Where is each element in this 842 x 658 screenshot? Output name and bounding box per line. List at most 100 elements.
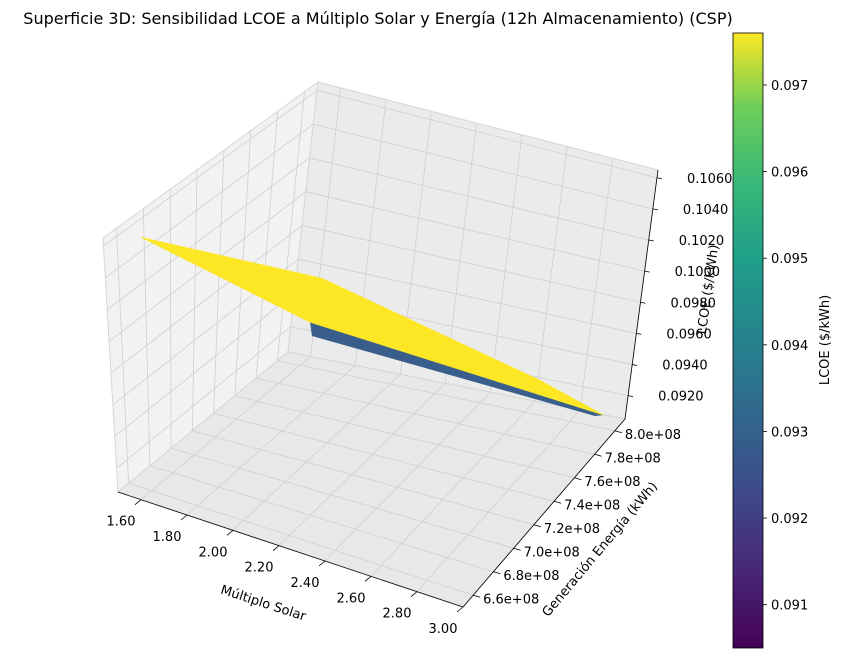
z-tick-label: 0.1040 [683, 203, 729, 218]
z-grid-left [105, 123, 314, 279]
z-tick-label: 0.0980 [670, 296, 716, 311]
y-tick-mark [473, 594, 481, 598]
y-axis-line [462, 418, 626, 608]
x-grid-floor [186, 365, 356, 516]
z-tick-mark [636, 333, 642, 335]
z-tick-label: 0.1060 [687, 172, 733, 187]
z-tick-label: 0.0940 [662, 359, 708, 374]
y-grid-left [142, 208, 151, 466]
colorbar-tick-label: 0.091 [771, 599, 808, 614]
z-grid-back [298, 258, 637, 334]
surface-edge [140, 236, 605, 416]
x-tick-label: 3.00 [429, 622, 458, 637]
x-tick-mark [410, 591, 418, 597]
y-tick-mark [614, 430, 622, 434]
y-grid-left [169, 189, 172, 449]
y-tick-mark [493, 571, 501, 575]
chart-title: Superficie 3D: Sensibilidad LCOE a Múlti… [23, 9, 732, 28]
y-tick-label: 7.2e+08 [544, 522, 600, 537]
y-grid-left [191, 169, 198, 431]
z-tick-label: 0.1020 [679, 234, 725, 249]
z-tick-mark [648, 239, 654, 242]
z-tick-label: 0.0960 [666, 327, 712, 342]
colorbar [732, 32, 764, 649]
x-tick-mark [180, 514, 188, 521]
z-tick-label: 0.0920 [658, 390, 704, 405]
y-grid-left [213, 150, 225, 414]
x-grid-floor [324, 391, 491, 562]
y-grid-floor [192, 430, 534, 526]
colorbar-label: LCOE ($/kWh) [818, 295, 833, 385]
x-tick-label: 1.60 [107, 515, 136, 530]
x-grid-back [534, 146, 568, 402]
y-tick-mark [574, 477, 582, 481]
z-grid-left [116, 326, 292, 469]
x-tick-label: 2.60 [337, 591, 366, 606]
x-grid-back [579, 158, 614, 411]
z-tick-label: 0.1000 [675, 265, 721, 280]
z-tick-mark [640, 301, 646, 304]
y-grid-floor [256, 377, 595, 455]
z-axis-label: LCOE ($/kWh) [695, 244, 722, 336]
z-grid-back [309, 157, 649, 241]
colorbar-tick-label: 0.096 [771, 166, 808, 181]
x-tick-label: 2.40 [291, 576, 320, 591]
y-tick-label: 6.6e+08 [483, 592, 539, 607]
z-tick-mark [632, 364, 638, 366]
y-tick-label: 7.4e+08 [564, 498, 620, 513]
z-tick-mark [628, 395, 634, 398]
x-tick-mark [134, 499, 142, 505]
x-tick-label: 2.80 [383, 607, 412, 622]
x-grid-back [489, 134, 523, 393]
z-grid-left [106, 157, 310, 310]
colorbar-ticks: 0.091 0.092 0.093 0.094 0.095 0.096 0.097 [763, 79, 808, 614]
z-grid-back [313, 123, 653, 210]
x-grid-floor [416, 409, 581, 592]
z-grid-back [301, 225, 641, 303]
colorbar-tick-label: 0.093 [771, 425, 808, 440]
x-tick-label: 1.80 [153, 530, 182, 545]
y-tick-mark [554, 500, 562, 504]
y-tick-label: 8.0e+08 [625, 428, 681, 443]
z-axis-line [624, 169, 659, 420]
y-tick-mark [594, 453, 602, 457]
z-grid-left [110, 225, 303, 374]
y-grid-floor [277, 360, 615, 432]
z-tick-mark [644, 270, 650, 273]
x-tick-mark [364, 576, 372, 582]
colorbar-tick-label: 0.092 [771, 512, 808, 527]
colorbar-tick-label: 0.095 [771, 252, 808, 267]
z-grid-left [103, 90, 318, 247]
z-tick-mark [656, 177, 663, 180]
x-tick-label: 2.20 [245, 561, 274, 576]
y-grid-floor [149, 465, 494, 573]
lcoe-surface [141, 237, 604, 415]
y-tick-label: 7.8e+08 [605, 451, 661, 466]
z-grid-left [114, 292, 295, 437]
x-tick-label: 2.00 [199, 545, 228, 560]
colorbar-tick-label: 0.094 [771, 339, 808, 354]
y-grid-floor [171, 447, 514, 549]
y-grid-floor [213, 412, 555, 502]
axis-ticks: 1.60 1.80 2.00 2.20 2.40 2.60 2.80 3.00 6.6e+08 6… [107, 172, 733, 637]
x-grid-floor [140, 356, 311, 500]
y-tick-label: 7.6e+08 [584, 475, 640, 490]
x-axis-line [117, 491, 464, 608]
x-tick-mark [272, 545, 280, 551]
y-tick-label: 6.8e+08 [503, 569, 559, 584]
y-tick-mark [533, 524, 541, 528]
y-grid-left [255, 111, 279, 379]
x-grid-floor [370, 400, 536, 577]
x-grid-floor [278, 382, 446, 546]
z-tick-mark [652, 208, 658, 211]
y-grid-floor [234, 395, 575, 479]
y-tick-label: 7.0e+08 [524, 545, 580, 560]
z-grid-back [305, 191, 645, 272]
y-tick-mark [513, 547, 521, 551]
z-grid-back [316, 90, 658, 179]
x-tick-mark [318, 560, 326, 567]
x-tick-mark [226, 530, 234, 536]
y-grid-floor [128, 482, 474, 596]
y-grid-left [276, 91, 305, 361]
